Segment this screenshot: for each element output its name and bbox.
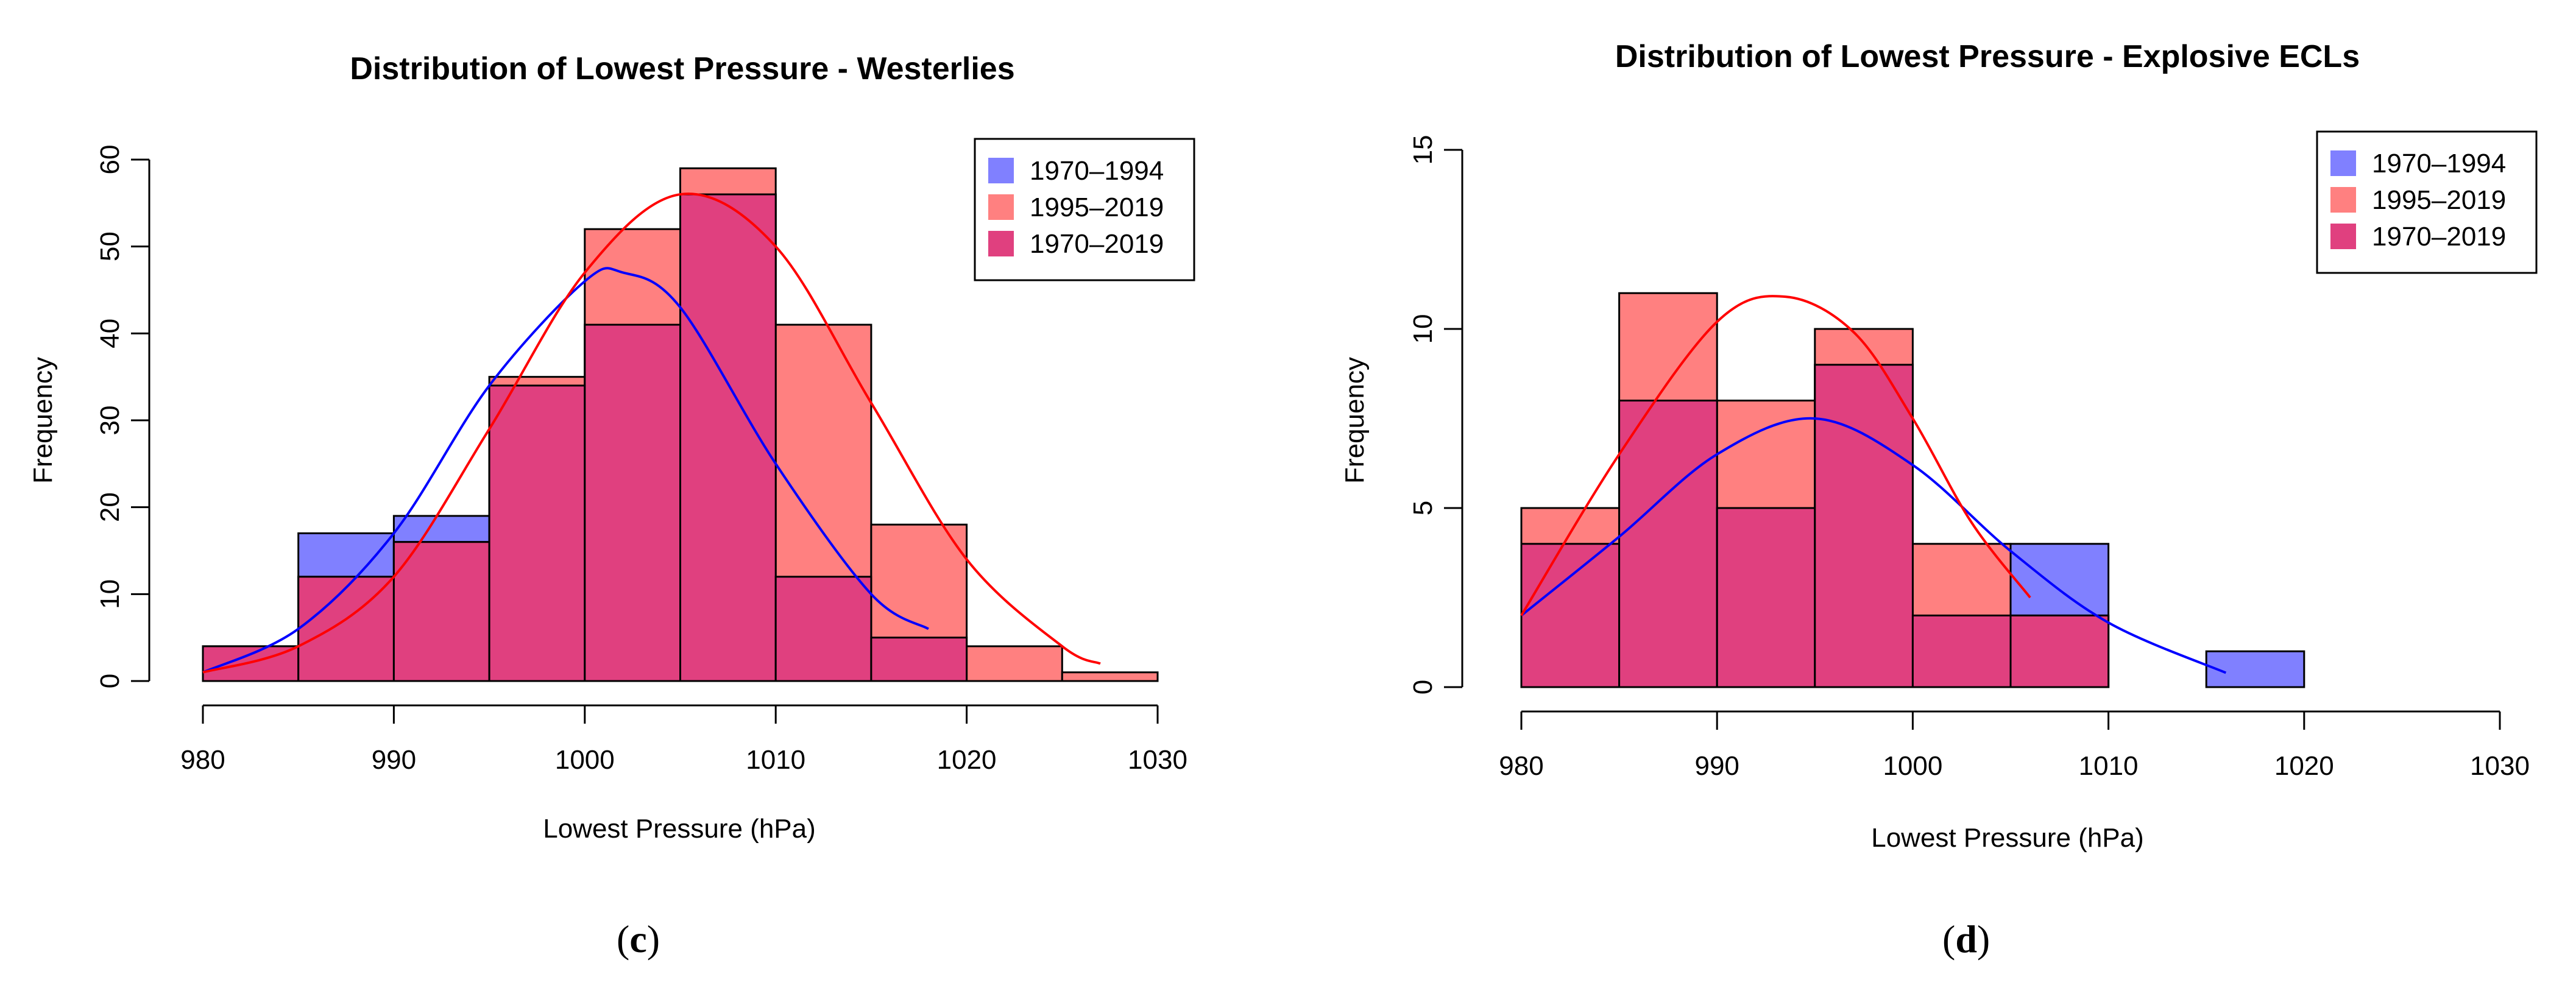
bar-1970-2019-985 bbox=[1618, 400, 1718, 688]
bar-1970-1994-1015 bbox=[2205, 650, 2305, 688]
y-tick-label: 10 bbox=[95, 579, 125, 609]
legend-swatch bbox=[988, 194, 1014, 220]
bar-1970-2019-995 bbox=[488, 384, 586, 682]
panel-caption-d: (d) bbox=[1942, 917, 1990, 961]
fit-curve-1970-1994-fit bbox=[202, 267, 929, 674]
fit-curve-1995-2019-fit bbox=[202, 192, 1101, 674]
bar-1970-2019-980 bbox=[1520, 543, 1621, 688]
x-tick-label: 990 bbox=[372, 745, 416, 775]
y-tick-label: 0 bbox=[95, 674, 125, 688]
bar-1995-2019-1025 bbox=[1061, 671, 1159, 682]
legend: 1970–1994 1995–2019 1970–2019 bbox=[2316, 130, 2538, 274]
caption-letter: d bbox=[1955, 917, 1977, 961]
legend-swatch bbox=[2330, 187, 2356, 213]
x-tick-label: 1000 bbox=[555, 745, 615, 775]
bar-1970-2019-1005 bbox=[2009, 614, 2110, 688]
x-tick-label: 1000 bbox=[1883, 751, 1942, 781]
x-tick-label: 1030 bbox=[2470, 751, 2530, 781]
x-tick-label: 1010 bbox=[746, 745, 805, 775]
chart-panel-d: Distribution of Lowest Pressure - Explos… bbox=[1340, 39, 2538, 853]
y-tick-label: 50 bbox=[95, 231, 125, 261]
legend-swatch bbox=[988, 231, 1014, 256]
legend-label: 1970–1994 bbox=[1030, 156, 1164, 186]
fit-curves bbox=[202, 192, 1101, 674]
bar-1970-2019-1005 bbox=[679, 193, 777, 682]
bars bbox=[1520, 292, 2305, 688]
y-tick-label: 10 bbox=[1408, 314, 1438, 344]
x-tick-label: 1010 bbox=[2079, 751, 2139, 781]
chart-panel-c: Distribution of Lowest Pressure - Wester… bbox=[28, 51, 1195, 844]
fit-curve-1995-2019-fit bbox=[1520, 295, 2031, 616]
bar-1970-2019-1000 bbox=[584, 323, 681, 682]
y-axis-label: Frequency bbox=[28, 357, 58, 484]
x-tick-label: 1020 bbox=[937, 745, 997, 775]
chart-title: Distribution of Lowest Pressure - Explos… bbox=[1615, 39, 2360, 74]
x-axis: 980 990 1000 1010 1020 1030 bbox=[180, 704, 1187, 775]
y-tick-label: 0 bbox=[1408, 680, 1438, 694]
y-axis-label: Frequency bbox=[1340, 357, 1370, 484]
y-tick-label: 30 bbox=[95, 406, 125, 436]
x-tick-label: 980 bbox=[180, 745, 225, 775]
x-axis-label: Lowest Pressure (hPa) bbox=[543, 814, 816, 844]
y-axis: 0 10 20 30 40 50 60 bbox=[95, 145, 150, 688]
x-tick-label: 1020 bbox=[2274, 751, 2334, 781]
caption-letter: c bbox=[629, 917, 647, 961]
x-axis-label: Lowest Pressure (hPa) bbox=[1871, 823, 2144, 853]
y-tick-label: 40 bbox=[95, 319, 125, 348]
legend-swatch bbox=[2330, 150, 2356, 176]
bar-1970-2019-990 bbox=[392, 541, 490, 682]
y-tick-label: 5 bbox=[1408, 501, 1438, 515]
x-tick-label: 990 bbox=[1694, 751, 1739, 781]
bar-1970-2019-1000 bbox=[1911, 614, 2012, 688]
y-tick-label: 20 bbox=[95, 492, 125, 522]
legend-label: 1970–2019 bbox=[1030, 229, 1164, 259]
bar-1970-2019-995 bbox=[1814, 364, 1914, 688]
bar-1970-2019-1015 bbox=[870, 637, 968, 682]
fit-curve-1970-1994-fit bbox=[1520, 417, 2227, 674]
chart-title: Distribution of Lowest Pressure - Wester… bbox=[350, 51, 1014, 86]
legend-label: 1995–2019 bbox=[2372, 185, 2506, 215]
legend-label: 1970–2019 bbox=[2372, 222, 2506, 252]
x-tick-label: 1030 bbox=[1128, 745, 1187, 775]
legend-swatch bbox=[988, 158, 1014, 183]
bar-1995-2019-1020 bbox=[966, 645, 1063, 682]
bars bbox=[202, 167, 1159, 682]
panel-caption-c: (c) bbox=[617, 917, 660, 961]
legend: 1970–1994 1995–2019 1970–2019 bbox=[974, 138, 1195, 281]
legend-label: 1995–2019 bbox=[1030, 192, 1164, 222]
y-tick-label: 15 bbox=[1408, 135, 1438, 165]
x-axis: 980 990 1000 1010 1020 1030 bbox=[1499, 710, 2530, 781]
bar-1970-2019-990 bbox=[1716, 507, 1816, 688]
legend-label: 1970–1994 bbox=[2372, 149, 2506, 178]
y-axis: 0 5 10 15 bbox=[1408, 135, 1463, 694]
legend-swatch bbox=[2330, 224, 2356, 249]
fit-curves bbox=[1520, 295, 2227, 674]
y-tick-label: 60 bbox=[95, 145, 125, 175]
x-tick-label: 980 bbox=[1499, 751, 1543, 781]
bar-1970-2019-1010 bbox=[774, 576, 872, 682]
